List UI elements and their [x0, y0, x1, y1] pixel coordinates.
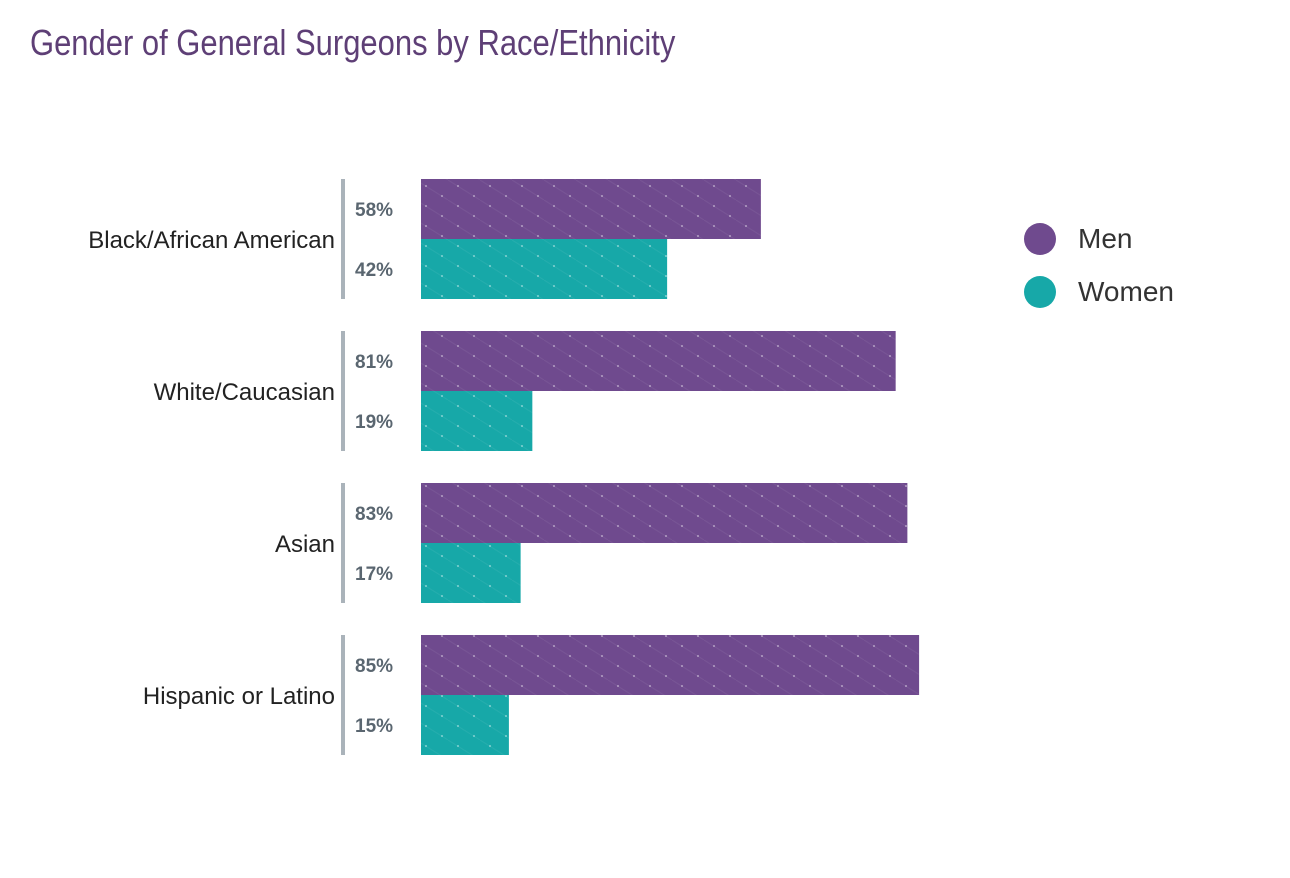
chart-title: Gender of General Surgeons by Race/Ethni… [30, 22, 676, 63]
bar-texture [421, 239, 668, 299]
bar-texture [421, 179, 761, 239]
legend-marker-men [1024, 223, 1056, 255]
value-label: 85% [355, 656, 393, 677]
bar-texture [421, 543, 521, 603]
category-label: Hispanic or Latino [143, 683, 335, 710]
value-label: 83% [355, 504, 393, 525]
value-label: 19% [355, 412, 393, 433]
legend-label: Men [1078, 223, 1132, 254]
category-label: White/Caucasian [154, 379, 335, 406]
bar-texture [421, 331, 896, 391]
legend-label: Women [1078, 276, 1174, 307]
value-label: 81% [355, 352, 393, 373]
category-label: Black/African American [88, 227, 335, 254]
value-label: 15% [355, 716, 393, 737]
value-label: 17% [355, 564, 393, 585]
legend-marker-women [1024, 276, 1056, 308]
category-label: Asian [275, 531, 335, 558]
bar-texture [421, 695, 509, 755]
value-label: 42% [355, 260, 393, 281]
bar-texture [421, 483, 908, 543]
bar-texture [421, 635, 920, 695]
bar-texture [421, 391, 533, 451]
value-label: 58% [355, 200, 393, 221]
